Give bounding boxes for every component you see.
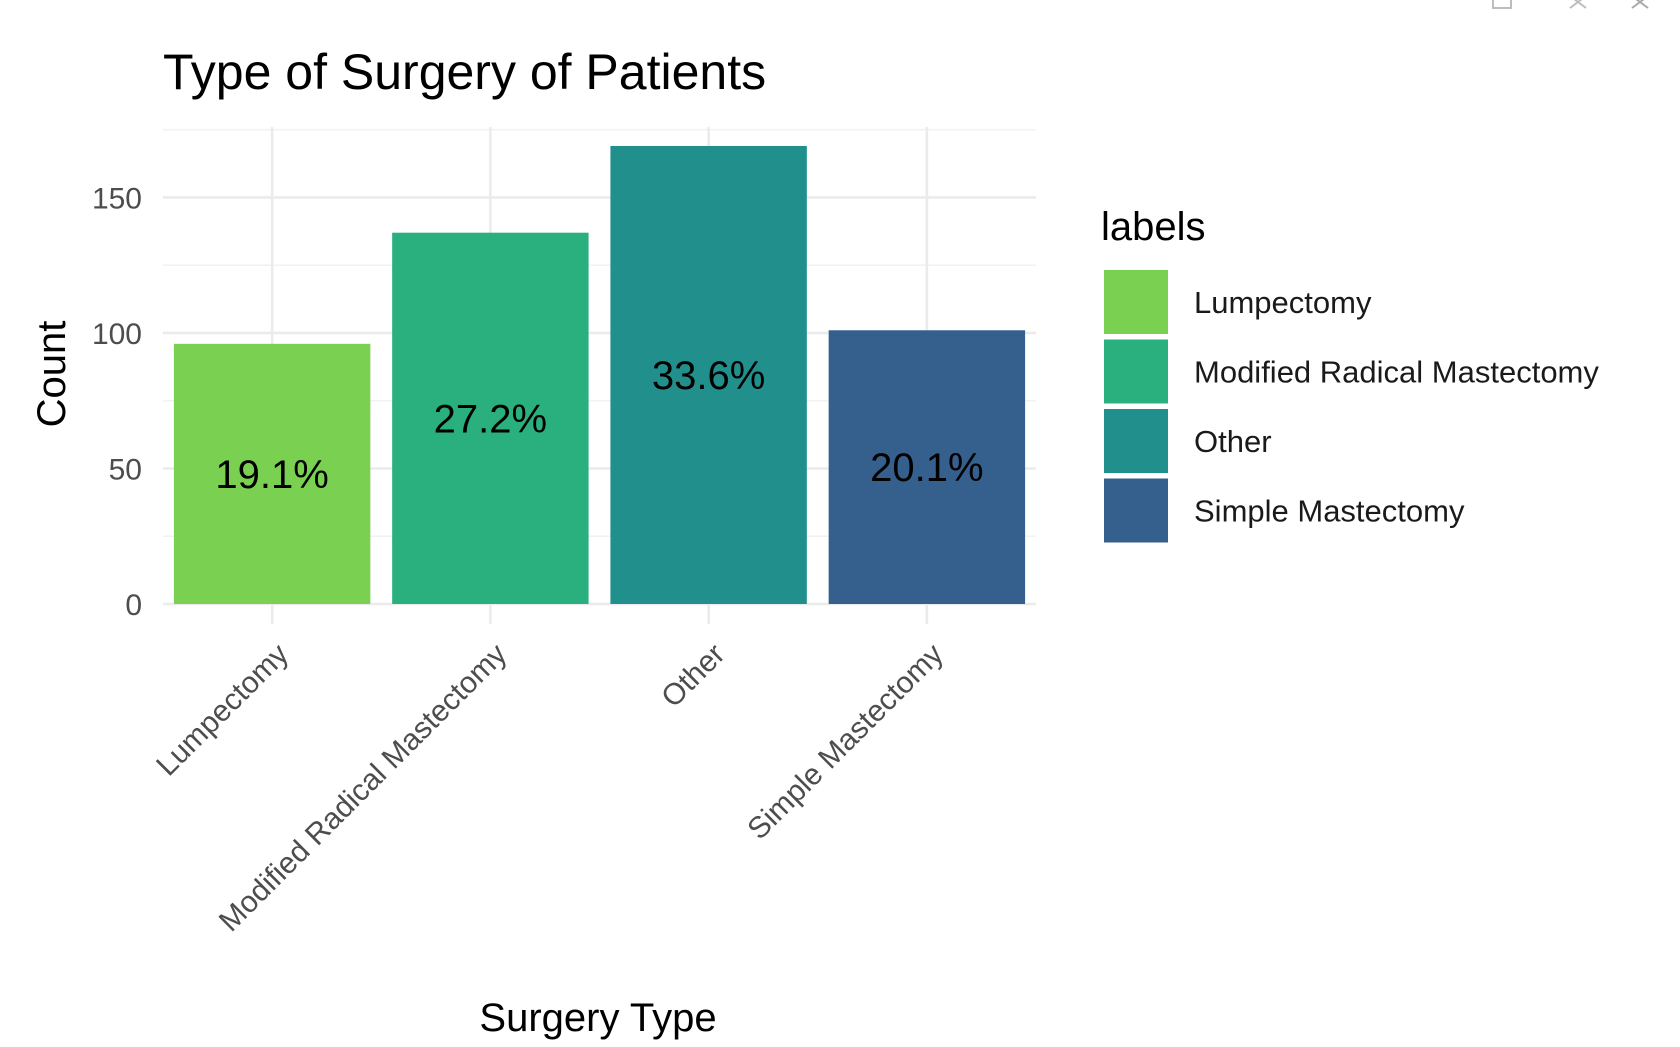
bar[interactable] (392, 232, 589, 605)
bar[interactable] (173, 343, 371, 604)
legend-key (1104, 270, 1168, 334)
x-axis-title: Surgery Type (479, 996, 716, 1040)
y-tick-label: 0 (125, 589, 142, 622)
close-icon[interactable] (1631, 0, 1649, 9)
x-tick-label: Simple Mastectomy (741, 638, 949, 846)
legend-label: Other (1194, 424, 1272, 459)
bars: 19.1% 27.2% 33.6% 20.1% (173, 145, 1026, 605)
x-tick-label: Lumpectomy (150, 638, 295, 783)
legend-label: Lumpectomy (1194, 285, 1372, 320)
legend-key (1104, 409, 1168, 473)
bar[interactable] (610, 145, 807, 604)
y-axis: 0 50 100 150 (92, 182, 142, 622)
legend: labels Lumpectomy Modified Radical Mastec… (1101, 205, 1599, 543)
bar-value-label: 20.1% (870, 446, 983, 490)
legend-key (1104, 478, 1168, 543)
legend-title: labels (1101, 205, 1206, 249)
y-axis-title: Count (30, 321, 74, 428)
y-tick-label: 100 (92, 318, 142, 351)
window-controls (1492, 0, 1649, 9)
bar-value-label: 27.2% (434, 397, 547, 441)
legend-label: Modified Radical Mastectomy (1194, 355, 1599, 390)
popout-icon[interactable] (1492, 0, 1512, 9)
x-tick-label: Other (655, 638, 731, 714)
bar-value-label: 33.6% (652, 354, 765, 398)
legend-label: Simple Mastectomy (1194, 494, 1465, 529)
bar-value-label: 19.1% (215, 453, 328, 497)
y-tick-label: 50 (109, 453, 142, 486)
legend-key (1104, 339, 1168, 404)
bar[interactable] (828, 330, 1026, 604)
minimize-icon[interactable] (1569, 0, 1587, 9)
chart-title: Type of Surgery of Patients (163, 44, 766, 100)
y-tick-label: 150 (92, 182, 142, 215)
